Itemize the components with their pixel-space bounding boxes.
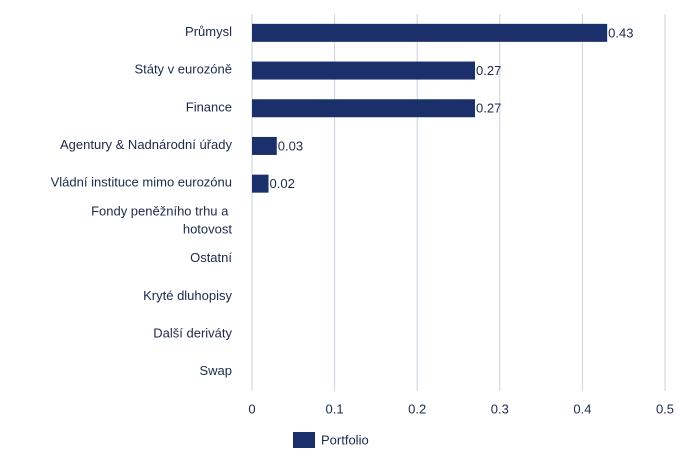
- value-label: 0.27: [476, 63, 501, 78]
- value-label: 0.43: [608, 25, 633, 40]
- value-label: 0.02: [270, 176, 295, 191]
- y-tick-label: Ostatní: [190, 250, 232, 265]
- y-tick-label: Kryté dluhopisy: [143, 288, 232, 303]
- legend-label: Portfolio: [321, 432, 369, 447]
- x-tick-label: 0.5: [656, 401, 674, 416]
- label-line: Státy v eurozóně: [134, 62, 232, 77]
- label-line: hotovost: [183, 222, 233, 237]
- y-tick-label: Fondy peněžního trhu a hotovost: [91, 204, 232, 237]
- label-line: Fondy peněžního trhu a: [91, 204, 232, 219]
- label-line: Agentury & Nadnárodní úřady: [60, 137, 232, 152]
- x-tick-label: 0.3: [491, 401, 509, 416]
- y-tick-label: Státy v eurozóně: [134, 62, 232, 77]
- label-line: Další deriváty: [153, 326, 232, 341]
- bar: [252, 99, 476, 118]
- bar: [252, 136, 277, 155]
- value-label: 0.27: [476, 101, 501, 116]
- y-tick-label: Průmysl: [185, 24, 232, 39]
- label-line: Kryté dluhopisy: [143, 288, 232, 303]
- value-label: 0.03: [278, 138, 303, 153]
- bar: [252, 174, 269, 193]
- y-tick-label: Swap: [199, 364, 232, 379]
- label-line: Průmysl: [185, 24, 232, 39]
- label-line: Finance: [186, 100, 232, 115]
- bar: [252, 23, 608, 42]
- y-tick-label: Vládní instituce mimo eurozónu: [51, 175, 232, 190]
- x-tick-label: 0: [248, 401, 255, 416]
- label-line: Ostatní: [190, 250, 232, 265]
- bar: [252, 61, 476, 80]
- y-tick-label: Další deriváty: [153, 326, 232, 341]
- legend-swatch: [293, 432, 315, 448]
- x-tick-label: 0.2: [408, 401, 426, 416]
- x-tick-label: 0.4: [573, 401, 591, 416]
- label-line: Vládní instituce mimo eurozónu: [51, 175, 232, 190]
- y-tick-label: Finance: [186, 100, 232, 115]
- y-tick-label: Agentury & Nadnárodní úřady: [60, 137, 232, 152]
- label-line: Swap: [199, 364, 232, 379]
- x-tick-label: 0.1: [326, 401, 344, 416]
